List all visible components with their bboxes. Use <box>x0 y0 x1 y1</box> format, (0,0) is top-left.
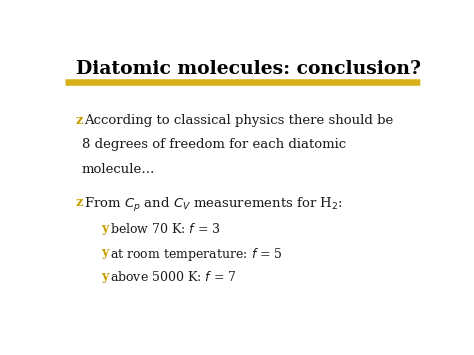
Text: From $C_p$ and $C_V$ measurements for H$_2$:: From $C_p$ and $C_V$ measurements for H$… <box>84 196 343 214</box>
Text: above 5000 K: $f$ = 7: above 5000 K: $f$ = 7 <box>109 270 236 284</box>
Text: According to classical physics there should be: According to classical physics there sho… <box>84 114 393 127</box>
Text: y: y <box>101 270 109 283</box>
Text: below 70 K: $f$ = 3: below 70 K: $f$ = 3 <box>109 222 220 236</box>
FancyBboxPatch shape <box>65 79 420 86</box>
Text: z: z <box>76 114 83 127</box>
Text: at room temperature: $f$ = 5: at room temperature: $f$ = 5 <box>109 246 283 263</box>
Text: molecule…: molecule… <box>82 163 155 176</box>
Text: Diatomic molecules: conclusion?: Diatomic molecules: conclusion? <box>76 60 421 78</box>
Text: y: y <box>101 222 109 235</box>
Text: y: y <box>101 246 109 259</box>
Text: z: z <box>76 196 83 209</box>
Text: 8 degrees of freedom for each diatomic: 8 degrees of freedom for each diatomic <box>82 138 346 151</box>
